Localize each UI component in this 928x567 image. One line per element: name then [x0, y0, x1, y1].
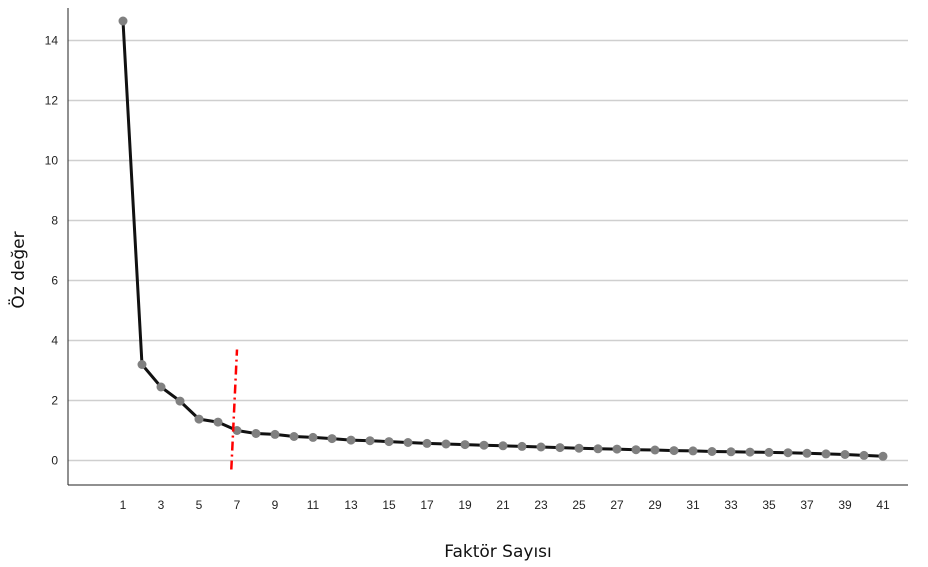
- x-tick-label: 35: [762, 498, 776, 512]
- data-point: [308, 432, 318, 442]
- x-tick-label: 39: [838, 498, 852, 512]
- y-tick-label: 8: [51, 214, 58, 228]
- y-tick-label: 0: [51, 454, 58, 468]
- data-point: [593, 444, 603, 454]
- x-tick-label: 17: [420, 498, 434, 512]
- y-tick-label: 2: [51, 394, 58, 408]
- data-point: [840, 450, 850, 459]
- data-point: [479, 440, 489, 450]
- x-tick-label: 27: [610, 498, 624, 512]
- cutoff-line: [230, 349, 239, 470]
- data-point: [270, 429, 280, 439]
- data-point: [422, 438, 432, 448]
- x-tick-label: 21: [496, 498, 510, 512]
- data-point: [650, 445, 660, 455]
- data-point: [118, 16, 128, 26]
- x-tick-label: 1: [120, 498, 127, 512]
- data-point: [745, 447, 755, 457]
- x-tick-label: 3: [158, 498, 165, 512]
- data-point: [460, 440, 470, 450]
- data-point: [403, 438, 413, 447]
- data-point: [821, 449, 831, 459]
- x-tick-label: 25: [572, 498, 586, 512]
- x-tick-label: 9: [272, 498, 279, 512]
- data-point: [878, 451, 888, 461]
- y-tick-label: 12: [45, 94, 59, 108]
- data-point: [346, 435, 356, 445]
- data-point: [498, 441, 508, 451]
- y-tick-label: 4: [51, 334, 58, 348]
- data-point: [707, 447, 717, 456]
- y-axis-title: Öz değer: [7, 231, 29, 308]
- data-point: [517, 441, 527, 451]
- x-tick-label: 13: [344, 498, 358, 512]
- data-point: [783, 448, 793, 458]
- x-tick-label: 23: [534, 498, 548, 512]
- data-point: [251, 429, 261, 438]
- data-point: [289, 432, 299, 441]
- data-point: [631, 445, 641, 455]
- data-point: [137, 360, 147, 369]
- y-tick-labels: 0 2 4 6 8 10 12 14: [45, 34, 59, 468]
- x-tick-label: 7: [234, 498, 241, 512]
- data-point: [213, 417, 223, 427]
- y-tick-label: 10: [45, 154, 59, 168]
- data-point: [327, 434, 337, 444]
- data-point: [859, 450, 869, 460]
- x-tick-label: 31: [686, 498, 700, 512]
- data-point: [175, 396, 185, 406]
- data-point: [726, 447, 736, 457]
- data-point: [802, 448, 812, 458]
- x-tick-label: 41: [876, 498, 890, 512]
- data-point: [764, 447, 774, 457]
- x-tick-labels: 1 3 5 7 9 11 13 15 17 19 21 23 25 27 29 31 33 35 37 39 41: [120, 498, 890, 512]
- data-point: [574, 443, 584, 453]
- x-tick-label: 19: [458, 498, 472, 512]
- x-tick-label: 29: [648, 498, 662, 512]
- series-group: [118, 16, 888, 461]
- data-point: [232, 426, 242, 435]
- data-point: [194, 414, 204, 424]
- data-point: [688, 446, 698, 456]
- x-tick-label: 15: [382, 498, 396, 512]
- data-point: [156, 382, 166, 392]
- y-tick-label: 14: [45, 34, 59, 48]
- data-point: [555, 443, 565, 453]
- gridlines: [68, 39, 908, 462]
- annotations: [230, 349, 239, 470]
- x-tick-label: 11: [307, 498, 320, 512]
- data-point: [441, 439, 451, 449]
- data-point: [536, 442, 546, 452]
- data-point: [365, 436, 375, 446]
- data-point: [612, 444, 622, 454]
- data-point: [669, 446, 679, 456]
- data-point: [384, 437, 394, 447]
- x-tick-label: 5: [196, 498, 203, 512]
- x-tick-label: 33: [724, 498, 738, 512]
- y-tick-label: 6: [51, 274, 58, 288]
- x-tick-label: 37: [800, 498, 814, 512]
- x-axis-title: Faktör Sayısı: [444, 542, 552, 562]
